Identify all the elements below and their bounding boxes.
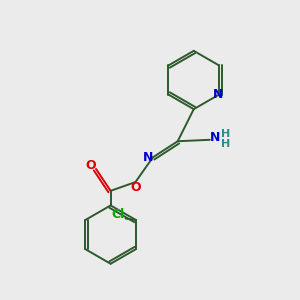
Text: N: N bbox=[143, 151, 154, 164]
Text: Cl: Cl bbox=[112, 208, 125, 221]
Text: H: H bbox=[221, 139, 230, 149]
Text: O: O bbox=[85, 159, 96, 172]
Text: N: N bbox=[213, 88, 224, 101]
Text: N: N bbox=[210, 131, 220, 144]
Text: H: H bbox=[221, 129, 230, 139]
Text: O: O bbox=[130, 181, 141, 194]
